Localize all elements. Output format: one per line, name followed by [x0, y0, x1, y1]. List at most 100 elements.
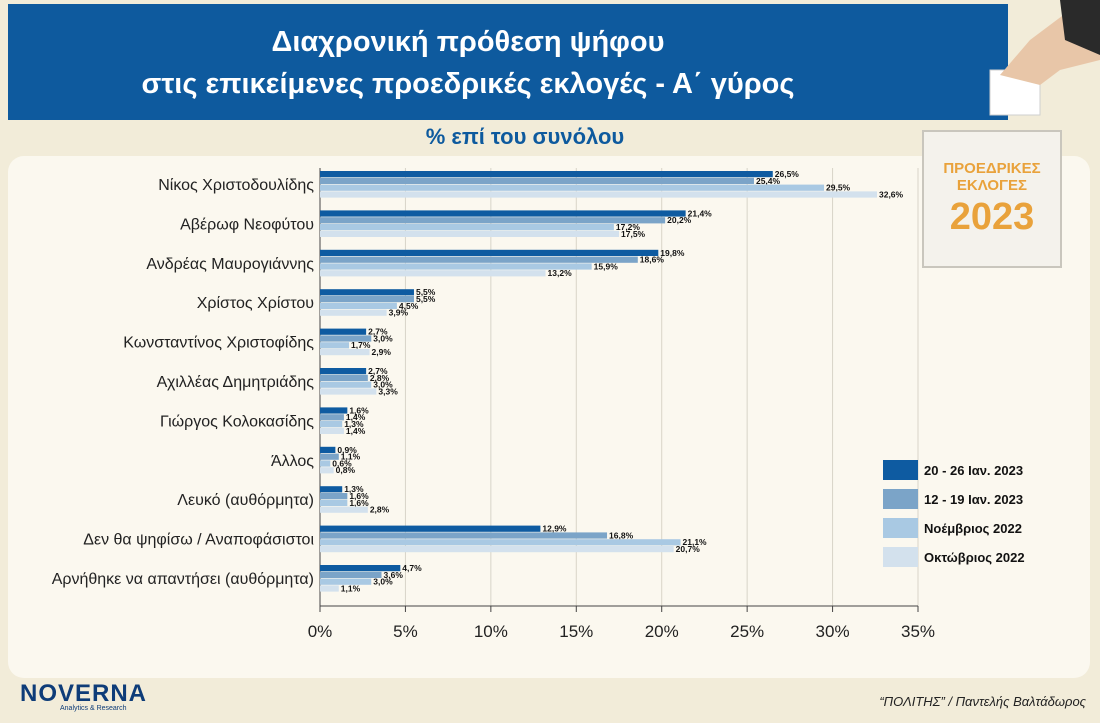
category-label: Δεν θα ψηφίσω / Αναποφάσιστοι: [83, 532, 314, 549]
data-label: 2,8%: [370, 505, 390, 515]
badge-year: 2023: [949, 196, 1035, 238]
election-badge: ΠΡΟΕΔΡΙΚΕΣ ΕΚΛΟΓΕΣ 2023: [922, 130, 1062, 268]
data-label: 15,9%: [594, 261, 619, 271]
bar: [320, 571, 382, 578]
data-label: 3,9%: [389, 308, 409, 318]
data-label: 29,5%: [826, 183, 851, 193]
category-label: Γιώργος Κολοκασίδης: [160, 413, 314, 430]
data-label: 1,3%: [344, 484, 364, 494]
data-label: 20,2%: [667, 215, 692, 225]
data-label: 4,7%: [402, 563, 422, 573]
data-label: 16,8%: [609, 530, 634, 540]
category-label: Χρίστος Χρίστου: [197, 295, 314, 312]
x-tick-label: 30%: [816, 622, 850, 641]
data-label: 0,6%: [332, 458, 352, 468]
data-label: 5,5%: [416, 294, 436, 304]
category-label: Άλλος: [271, 453, 314, 470]
bar: [320, 349, 370, 356]
bar: [320, 578, 372, 585]
x-tick-label: 15%: [559, 622, 593, 641]
data-label: 21,1%: [683, 537, 708, 547]
data-label: 3,0%: [373, 333, 393, 343]
logo-tagline: Analytics & Research: [60, 705, 127, 712]
data-label: 1,6%: [349, 491, 369, 501]
data-label: 5,5%: [416, 287, 436, 297]
bar: [320, 421, 343, 428]
bar: [320, 191, 877, 198]
bar: [320, 217, 666, 224]
bar: [320, 184, 825, 191]
bar: [320, 171, 773, 178]
data-label: 4,5%: [399, 301, 419, 311]
data-label: 17,2%: [616, 222, 641, 232]
logo-name: NOVERNA: [20, 680, 148, 707]
chart-title-line1: Διαχρονική πρόθεση ψήφου: [271, 26, 665, 58]
bar: [320, 525, 541, 532]
bar: [320, 532, 608, 539]
bar: [320, 309, 387, 316]
legend-swatch: [883, 460, 918, 480]
noverna-logo: NOVERNA Analytics & Research: [20, 680, 147, 712]
bar: [320, 446, 336, 453]
ballot-hand-illustration: [989, 0, 1100, 116]
data-label: 3,0%: [373, 380, 393, 390]
bar: [320, 407, 348, 414]
bar: [320, 388, 377, 395]
x-tick-label: 0%: [308, 622, 333, 641]
data-label: 1,4%: [346, 426, 366, 436]
data-label: 3,6%: [384, 570, 404, 580]
bar: [320, 460, 331, 467]
data-label: 19,8%: [660, 248, 685, 258]
data-label: 21,4%: [688, 208, 713, 218]
data-label: 1,1%: [341, 583, 361, 593]
legend-swatch: [883, 489, 918, 509]
data-label: 2,7%: [368, 366, 388, 376]
category-label: Ανδρέας Μαυρογιάννης: [146, 256, 314, 273]
data-label: 32,6%: [879, 189, 904, 199]
legend-swatch: [883, 518, 918, 538]
data-label: 1,7%: [351, 340, 371, 350]
bar: [320, 296, 414, 303]
category-label: Αχιλλέας Δημητριάδης: [157, 374, 315, 391]
bar: [320, 328, 367, 335]
source-credit: “ΠΟΛΙΤΗΣ” / Παντελής Βαλτάδωρος: [879, 694, 1086, 709]
bar: [320, 256, 638, 263]
category-label: Λευκό (αυθόρμητα): [177, 492, 314, 509]
x-tick-label: 5%: [393, 622, 418, 641]
category-label: Κωνσταντίνος Χριστοφίδης: [123, 335, 314, 352]
bar: [320, 427, 344, 434]
chart-panel: [8, 156, 1090, 678]
x-tick-label: 10%: [474, 622, 508, 641]
legend-label: 20 - 26 Ιαν. 2023: [924, 463, 1023, 478]
bar: [320, 565, 401, 572]
badge-line2: ΕΚΛΟΓΕΣ: [956, 177, 1028, 194]
chart-title-line2: στις επικείμενες προεδρικές εκλογές - Α΄…: [141, 68, 795, 100]
bar: [320, 539, 681, 546]
data-label: 0,8%: [336, 465, 356, 475]
data-label: 20,7%: [676, 544, 701, 554]
data-label: 1,6%: [349, 405, 369, 415]
bar: [320, 368, 367, 375]
legend-label: Οκτώβριος 2022: [924, 550, 1025, 565]
badge-line1: ΠΡΟΕΔΡΙΚΕΣ: [943, 160, 1041, 177]
data-label: 3,3%: [378, 386, 398, 396]
x-tick-label: 25%: [730, 622, 764, 641]
bar: [320, 499, 348, 506]
data-label: 1,4%: [346, 412, 366, 422]
data-label: 13,2%: [548, 268, 573, 278]
bar: [320, 177, 754, 184]
bar: [320, 230, 619, 237]
bar: [320, 335, 372, 342]
bar: [320, 546, 674, 553]
bar: [320, 210, 686, 217]
bar: [320, 467, 334, 474]
data-label: 1,6%: [349, 498, 369, 508]
category-label: Νίκος Χριστοδουλίδης: [158, 177, 314, 194]
data-label: 18,6%: [640, 255, 665, 265]
bar: [320, 289, 414, 296]
data-label: 17,5%: [621, 229, 646, 239]
x-tick-label: 20%: [645, 622, 679, 641]
data-label: 1,3%: [344, 419, 364, 429]
data-label: 0,9%: [337, 445, 357, 455]
